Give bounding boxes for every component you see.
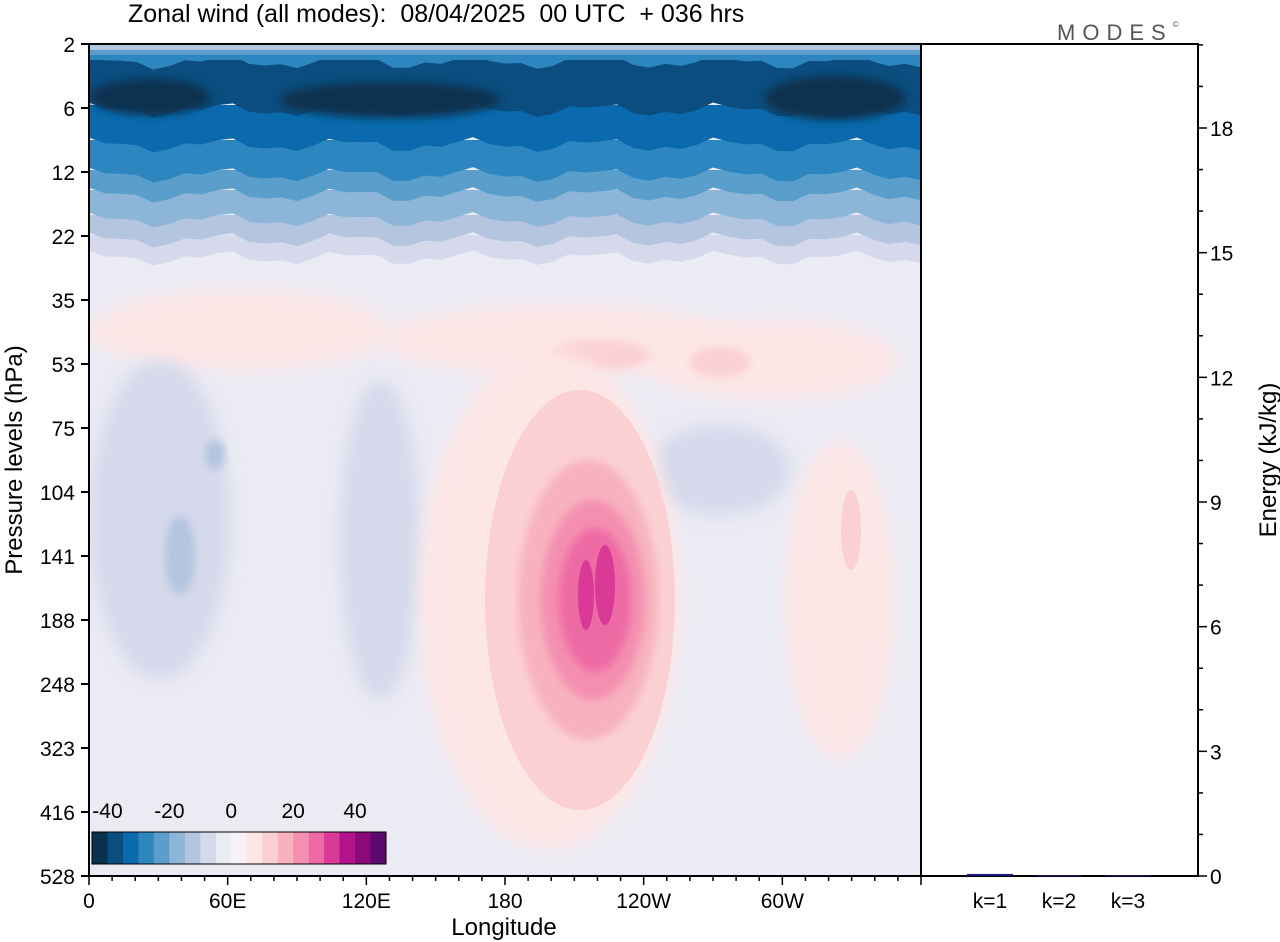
y-tick-label: 22 — [52, 226, 75, 249]
energy-tick-label: 15 — [1210, 243, 1233, 266]
field-blob — [90, 290, 390, 370]
x-tick-label: 180 — [487, 890, 522, 913]
colorbar-tick-label: 40 — [343, 800, 366, 823]
x-axis-title: Longitude — [451, 914, 556, 941]
x-tick-label: 120W — [616, 890, 671, 913]
y-tick-label: 75 — [52, 418, 75, 441]
colorbar-swatch — [246, 832, 263, 864]
y-tick-label: 6 — [63, 98, 75, 121]
y-tick-label: 528 — [40, 866, 75, 889]
energy-tick-label: 6 — [1210, 617, 1222, 640]
x-tick-label: 120E — [342, 890, 391, 913]
y-axis-title: Pressure levels (hPa) — [1, 345, 28, 574]
field-blob — [841, 490, 861, 570]
energy-tick-label: 18 — [1210, 118, 1233, 141]
easterly-band — [89, 105, 921, 153]
energy-tick-label: 12 — [1210, 367, 1233, 390]
energy-bar — [1036, 875, 1082, 877]
energy-tick-label: 0 — [1210, 866, 1222, 889]
colorbar-swatch — [184, 832, 201, 864]
field-blob — [578, 560, 594, 630]
field-blob — [559, 528, 631, 672]
energy-category-label: k=2 — [1042, 890, 1076, 913]
y-tick-label: 188 — [40, 610, 75, 633]
colorbar-swatch — [308, 832, 325, 864]
y-tick-label: 35 — [52, 290, 75, 313]
colorbar-frame — [91, 831, 387, 865]
y-tick-label: 323 — [40, 738, 75, 761]
colorbar: -40 -20 0 20 40 — [91, 800, 387, 865]
colorbar-swatch — [138, 832, 155, 864]
field-blob — [595, 545, 615, 625]
energy-axes: k=1 k=2 k=3 0 3 6 9 12 15 18 — [973, 44, 1233, 913]
y-tick-label: 104 — [40, 482, 75, 505]
energy-bar — [967, 873, 1013, 876]
energy-bars — [967, 873, 1151, 877]
top-stripe — [89, 55, 921, 60]
chart-title: Zonal wind (all modes): 08/04/2025 00 UT… — [128, 0, 745, 28]
x-tick-label: 60E — [209, 890, 246, 913]
easterly-core — [765, 76, 905, 120]
colorbar-swatch — [277, 832, 294, 864]
field-blob — [90, 360, 230, 680]
energy-tick-label: 9 — [1210, 492, 1222, 515]
energy-panel-frame — [920, 43, 1199, 877]
field-blob — [205, 440, 225, 470]
brand-mark: © — [1172, 20, 1179, 29]
field-blob — [165, 515, 195, 595]
brand-text: MODES — [1057, 20, 1173, 45]
colorbar-swatch — [215, 832, 232, 864]
colorbar-swatch — [293, 832, 310, 864]
colorbar-swatch — [262, 832, 279, 864]
colorbar-swatch — [153, 832, 170, 864]
field-blob — [785, 440, 895, 760]
heatmap-axes: 2 6 12 22 35 53 75 104 141 188 248 323 416 528 0 60E 120… — [40, 34, 922, 913]
colorbar-swatch — [122, 832, 139, 864]
colorbar-swatch — [107, 832, 124, 864]
easterly-core — [280, 82, 500, 118]
top-stripe — [89, 44, 921, 50]
colorbar-swatch — [231, 832, 248, 864]
field-blob — [340, 380, 420, 700]
heatmap-field — [89, 44, 921, 876]
energy-axis-title: Energy (kJ/kg) — [1255, 383, 1280, 538]
y-tick-label: 141 — [40, 546, 75, 569]
colorbar-swatch — [200, 832, 217, 864]
field-blob — [690, 347, 750, 377]
colorbar-swatch — [169, 832, 186, 864]
colorbar-tick-label: -20 — [154, 800, 184, 823]
field-blob — [640, 320, 900, 400]
colorbar-swatch — [355, 832, 372, 864]
brand-logo: MODES© — [1057, 20, 1179, 46]
colorbar-swatch — [324, 832, 341, 864]
y-tick-label: 12 — [52, 162, 75, 185]
colorbar-swatch — [370, 832, 387, 864]
y-tick-label: 248 — [40, 674, 75, 697]
colorbar-tick-label: -40 — [92, 800, 122, 823]
energy-category-label: k=3 — [1111, 890, 1145, 913]
y-tick-label: 53 — [52, 354, 75, 377]
y-tick-label: 416 — [40, 802, 75, 825]
energy-category-label: k=1 — [973, 890, 1007, 913]
colorbar-swatch — [339, 832, 356, 864]
x-tick-label: 60W — [761, 890, 804, 913]
band-shape — [89, 105, 921, 153]
colorbar-tick-label: 0 — [225, 800, 237, 823]
y-tick-label: 2 — [63, 34, 75, 57]
colorbar-swatch — [92, 832, 108, 864]
x-tick-label: 0 — [83, 890, 95, 913]
colorbar-tick-label: 20 — [281, 800, 304, 823]
field-blob — [650, 425, 790, 515]
energy-bar — [1105, 875, 1151, 877]
top-stripe — [89, 50, 921, 55]
easterly-core — [90, 79, 210, 115]
energy-tick-label: 3 — [1210, 741, 1222, 764]
